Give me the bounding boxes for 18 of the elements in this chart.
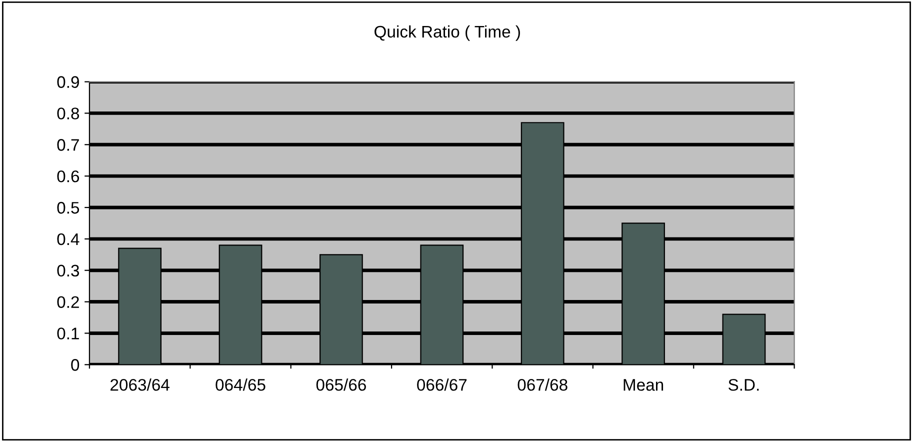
x-tick-label: S.D. [728, 378, 759, 391]
x-tick-label: Mean [624, 379, 664, 391]
x-tick-label: 065/66 [316, 378, 366, 391]
x-tick-label: 066/67 [417, 378, 467, 391]
y-tick-label: 0.9 [57, 76, 79, 88]
chart-title: Quick Ratio ( Time ) [374, 25, 520, 41]
y-tick-label: 0.8 [57, 108, 80, 120]
y-tick-label: 0.7 [57, 139, 79, 151]
y-tick-label: 0.6 [57, 170, 80, 182]
x-tick-label: 067/68 [518, 378, 568, 391]
x-tick-label: 064/65 [216, 378, 266, 391]
y-tick-label: 0.1 [57, 328, 79, 340]
y-tick-label: 0.4 [57, 233, 80, 246]
y-tick-label: 0.2 [57, 296, 79, 308]
y-tick-label: 0.5 [57, 202, 80, 214]
x-tick-label: 2063/64 [110, 378, 170, 391]
y-tick-label: 0.3 [57, 264, 80, 277]
y-tick-label: 0 [71, 359, 80, 371]
